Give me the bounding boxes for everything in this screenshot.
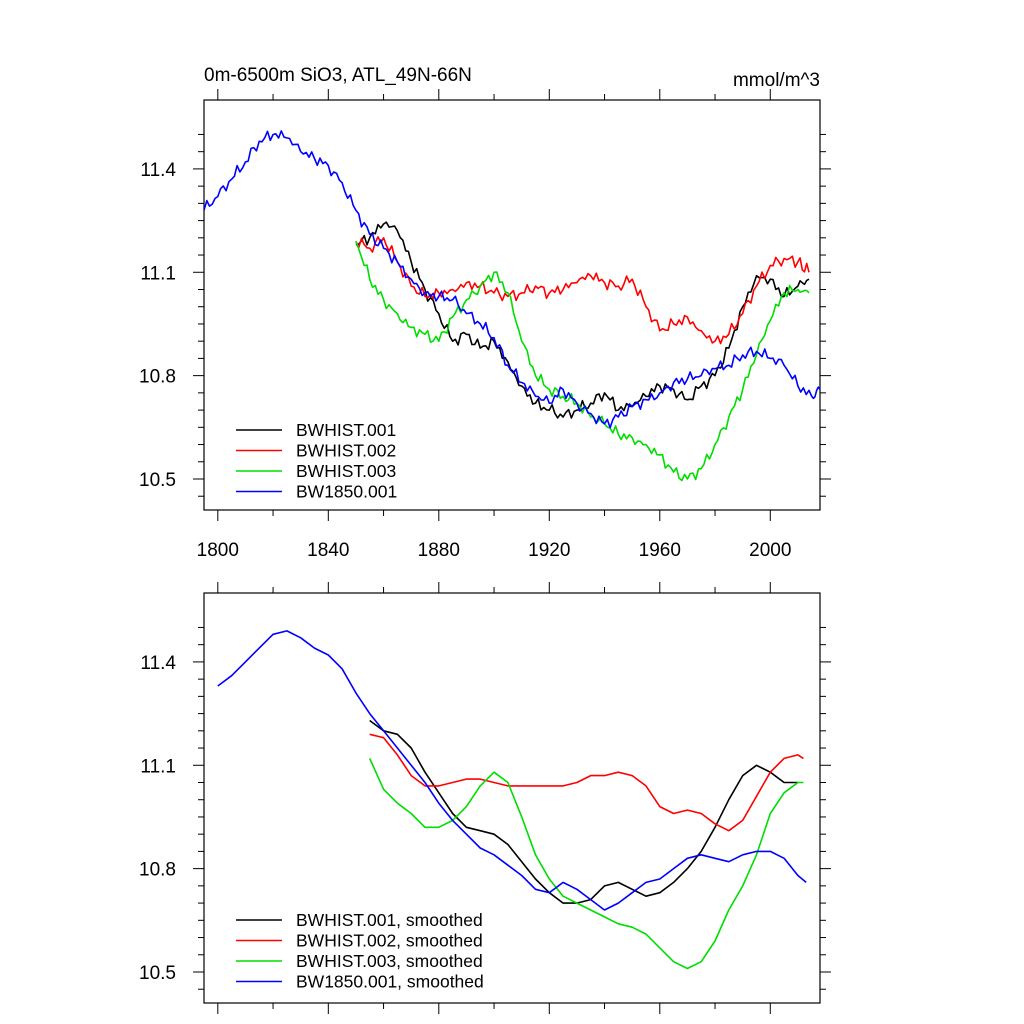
y-tick-label: 11.4 (140, 653, 176, 674)
x-tick-label: 1800 (197, 540, 239, 561)
y-tick-label: 10.8 (139, 860, 176, 881)
x-tick-label: 1920 (528, 540, 570, 561)
y-tick-label: 10.5 (139, 470, 176, 491)
chart-title: 0m-6500m SiO3, ATL_49N-66N (204, 65, 472, 86)
legend-label: BW1850.001 (296, 482, 397, 502)
y-tick-label: 11.1 (140, 263, 176, 284)
legend-label: BWHIST.001, smoothed (296, 910, 483, 930)
y-tick-label: 10.8 (139, 367, 176, 388)
x-tick-label: 2000 (749, 540, 791, 561)
chart-panel-top: 1800 1840 1880 1920 1960 2000 10.5 10.8 11.1 11.4… (139, 89, 831, 561)
legend-label: BWHIST.003 (296, 461, 396, 481)
series-line-top-0 (355, 221, 810, 419)
series-line-top-3 (203, 130, 821, 429)
series-line-top-2 (355, 241, 810, 482)
series-line-bottom-2 (368, 758, 804, 970)
x-tick-label: 1880 (418, 540, 460, 561)
legend-label: BW1850.001, smoothed (296, 972, 484, 992)
legend-label: BWHIST.002 (296, 441, 396, 461)
legend-label: BWHIST.003, smoothed (296, 951, 483, 971)
series-line-top-1 (355, 236, 810, 345)
y-tick-label: 11.1 (140, 756, 176, 777)
plot-frame (203, 592, 821, 1004)
y-tick-label: 10.5 (139, 963, 176, 984)
y-tick-label: 11.4 (140, 160, 176, 181)
series-line-bottom-3 (217, 630, 807, 911)
plot-frame (203, 99, 821, 511)
x-tick-label: 1960 (639, 540, 681, 561)
series-line-bottom-1 (369, 733, 804, 832)
legend-label: BWHIST.001 (296, 420, 396, 440)
units-label: mmol/m^3 (732, 70, 820, 91)
series-line-bottom-0 (369, 719, 798, 904)
x-tick-label: 1840 (307, 540, 349, 561)
legend-label: BWHIST.002, smoothed (296, 931, 483, 951)
